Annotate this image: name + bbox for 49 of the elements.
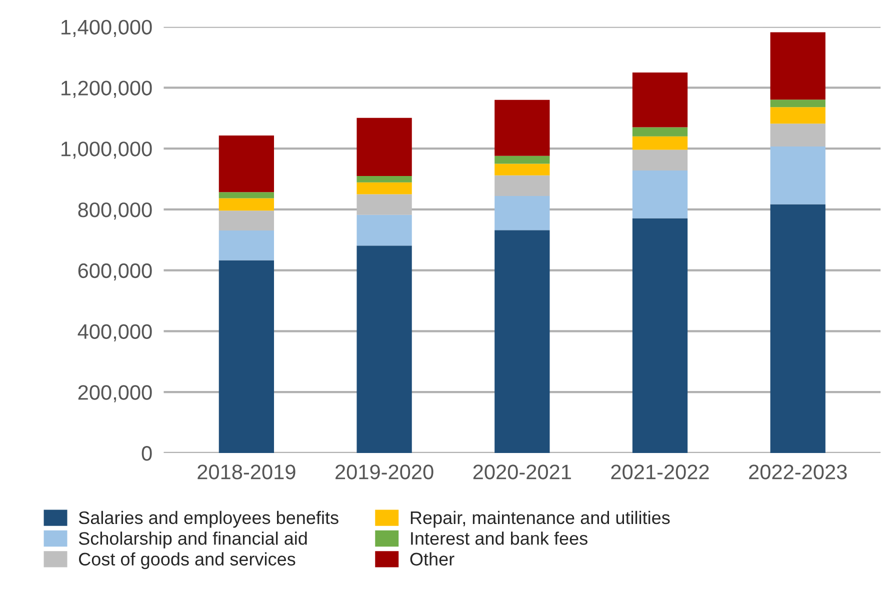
bar: [770, 124, 826, 146]
y-tick-label: 1,200,000: [62, 80, 152, 98]
x-tick-label: 2019-2020: [336, 464, 434, 480]
x-tick-label: 2018-2019: [198, 464, 296, 480]
legend-label: Repair, maintenance and utilities: [410, 510, 670, 528]
bar: [494, 156, 550, 164]
legend-label: Cost of goods and services: [78, 552, 296, 570]
bar: [632, 127, 688, 136]
bar: [218, 230, 274, 260]
legend-label: Salaries and employees benefits: [78, 510, 338, 528]
bar: [770, 100, 826, 108]
y-tick-label: 1,400,000: [62, 20, 152, 38]
y-tick-label: 0: [142, 446, 152, 461]
y-tick-label: 200,000: [78, 385, 152, 402]
bar: [770, 32, 826, 100]
bar: [356, 214, 412, 246]
bar: [356, 246, 412, 453]
bar: [218, 198, 274, 211]
bar: [494, 230, 550, 453]
bar: [218, 192, 274, 198]
bar: [356, 176, 412, 182]
bar: [494, 175, 550, 196]
y-tick-label: 400,000: [78, 324, 152, 342]
y-tick-label: 1,000,000: [62, 142, 152, 159]
bar: [770, 107, 826, 124]
y-tick-label: 600,000: [78, 263, 152, 281]
bar: [494, 100, 550, 156]
legend-label: Scholarship and financial aid: [78, 532, 307, 548]
bar: [356, 194, 412, 215]
x-tick-label: 2021-2022: [611, 464, 709, 480]
bar: [632, 218, 688, 453]
bar: [356, 118, 412, 176]
bar: [632, 72, 688, 128]
bar: [770, 204, 826, 453]
bar: [632, 150, 688, 170]
bar: [218, 135, 274, 192]
x-tick-label: 2020-2021: [473, 464, 571, 480]
x-tick-label: 2022-2023: [749, 464, 847, 480]
legend-label: Other: [410, 552, 454, 566]
bar: [632, 170, 688, 218]
bar: [770, 146, 826, 204]
bar: [494, 164, 550, 176]
bar: [218, 210, 274, 230]
bar: [632, 136, 688, 150]
bar: [356, 182, 412, 194]
y-tick-label: 800,000: [78, 202, 152, 220]
bar: [494, 196, 550, 230]
legend-label: Interest and bank fees: [411, 532, 588, 545]
bar: [218, 260, 274, 453]
